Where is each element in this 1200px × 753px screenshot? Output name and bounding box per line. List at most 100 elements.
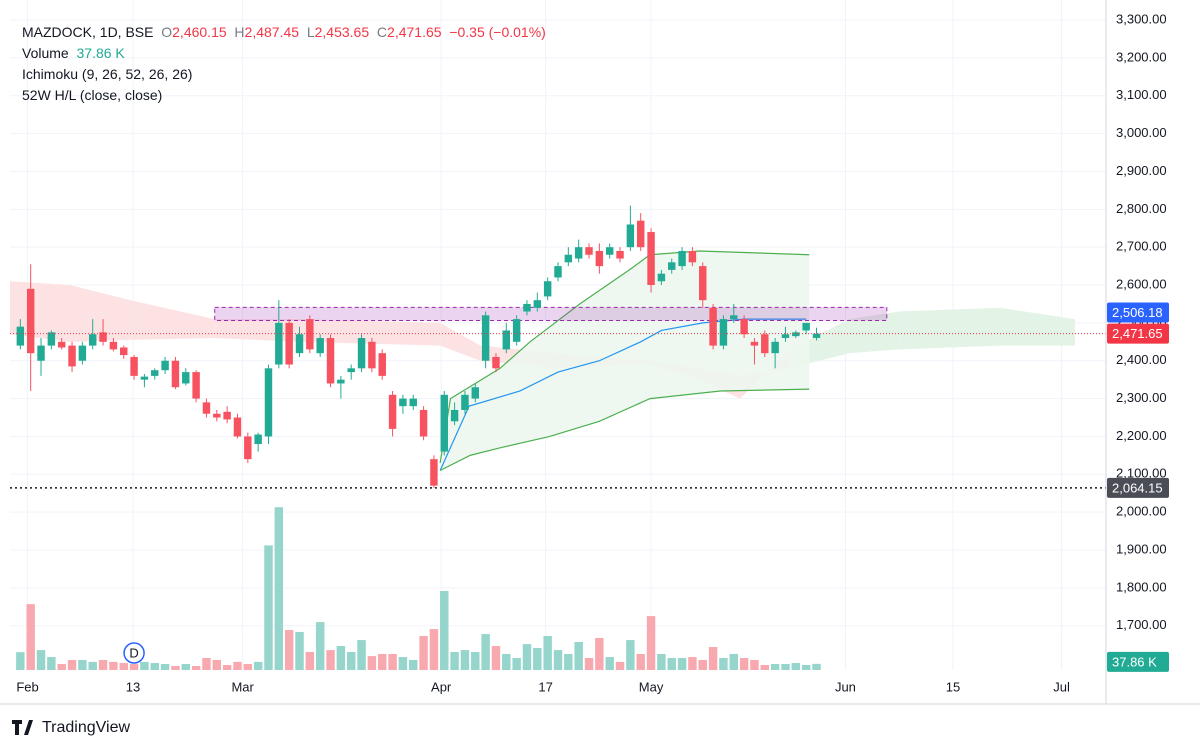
candle-body — [719, 319, 728, 346]
y-tick-label: 3,200.00 — [1116, 49, 1167, 64]
volume-bar — [553, 650, 563, 670]
candle-body — [337, 379, 345, 384]
candle-body — [771, 341, 779, 354]
candle-body — [471, 387, 480, 399]
last-price-label-box — [1107, 323, 1169, 344]
ohlc-value: 2,471.65 — [387, 24, 442, 40]
candle-body — [295, 334, 304, 354]
candle-body — [26, 288, 35, 354]
x-tick-label: Jul — [1053, 679, 1070, 694]
volume-bar — [409, 659, 418, 670]
x-tick-label: Feb — [16, 679, 38, 694]
volume-bar — [346, 652, 356, 670]
candle-body — [730, 315, 738, 320]
y-tick-label: 2,000.00 — [1116, 504, 1167, 519]
volume-bar — [543, 636, 552, 670]
volume-bar — [522, 644, 532, 670]
candle-body — [254, 434, 262, 445]
volume-bar — [677, 658, 687, 670]
candle-body — [512, 319, 521, 342]
volume-bar — [708, 647, 718, 670]
volume-bar — [574, 642, 583, 670]
volume-bar — [667, 658, 676, 670]
candle-body — [605, 247, 614, 255]
volume-bar — [502, 653, 511, 670]
volume-label-box — [1107, 651, 1169, 672]
cloud — [299, 319, 441, 346]
x-tick-label: Apr — [431, 679, 452, 694]
candle-body — [740, 319, 748, 335]
range-box — [214, 306, 888, 322]
volume-bar — [171, 665, 180, 670]
volume-bar — [791, 663, 801, 670]
volume-bar — [471, 652, 480, 670]
candle-body — [792, 332, 800, 337]
volume-bar — [47, 657, 56, 670]
ohlc-letter: C — [376, 24, 388, 40]
ichimoku-title: Ichimoku (9, 26, 52, 26, 26) — [22, 66, 193, 82]
volume-bar — [512, 658, 521, 670]
candle-body — [688, 250, 697, 263]
volume-bar — [419, 636, 428, 670]
volume-bar — [88, 661, 97, 670]
candle-body — [130, 356, 138, 376]
volume-bar — [67, 659, 77, 670]
volume-bar — [750, 659, 759, 670]
candle-body — [213, 413, 221, 418]
candle-body — [647, 232, 655, 286]
volume-bar — [615, 661, 625, 670]
volume-bar — [378, 653, 387, 670]
volume-bar — [305, 652, 315, 670]
volume-bar — [78, 659, 87, 670]
volume-bar — [150, 663, 159, 670]
volume-bar — [57, 664, 66, 670]
x-tick-label: May — [639, 679, 664, 694]
candle-body — [585, 247, 593, 255]
volume-bar — [729, 653, 738, 670]
volume-bar — [584, 658, 594, 670]
candle-body — [564, 254, 573, 263]
volume-bar — [26, 604, 35, 670]
volume-bar — [212, 659, 222, 670]
volume-bar — [491, 646, 501, 670]
volume-bar — [326, 650, 335, 670]
candle-body — [502, 330, 511, 350]
volume-bar — [533, 647, 542, 670]
volume-bar — [719, 658, 728, 670]
y-tick-label: 3,000.00 — [1116, 125, 1167, 140]
y-tick-label: 1,700.00 — [1116, 617, 1167, 632]
legend-row: MAZDOCK, 1D, BSE O2,460.15 H2,487.45 L2,… — [22, 22, 546, 43]
dividend-marker — [123, 642, 145, 664]
candle-body — [409, 398, 417, 407]
candle-body — [78, 345, 87, 361]
candle-body — [326, 338, 335, 384]
candle-body — [574, 247, 583, 259]
change: −0.35 (−0.01%) — [449, 24, 546, 40]
x-tick-label: 17 — [538, 679, 552, 694]
candle-body — [440, 394, 448, 452]
candle-body — [678, 250, 686, 267]
y-tick-label: 1,800.00 — [1116, 579, 1167, 594]
candle-body — [171, 360, 180, 388]
candle-body — [57, 341, 66, 348]
x-tick-label: Mar — [231, 679, 254, 694]
volume-title: Volume — [22, 45, 69, 61]
candle-body — [699, 266, 707, 301]
candle-body — [16, 326, 25, 346]
y-tick-label: 3,300.00 — [1116, 11, 1167, 26]
ichimoku-line — [439, 388, 810, 472]
volume-bar — [429, 629, 439, 670]
hl-title: 52W H/L (close, close) — [22, 87, 163, 103]
cloud — [10, 281, 70, 342]
band-fill — [440, 250, 810, 471]
volume-bar — [233, 661, 242, 670]
ohlc-letter: L — [306, 24, 315, 40]
candle-body — [140, 376, 149, 380]
candle-body — [68, 345, 76, 367]
candle-body — [543, 281, 552, 297]
candle-body — [120, 347, 128, 356]
x-tick-label: 15 — [946, 679, 960, 694]
volume-bar — [98, 659, 108, 670]
volume-bar — [243, 664, 253, 670]
